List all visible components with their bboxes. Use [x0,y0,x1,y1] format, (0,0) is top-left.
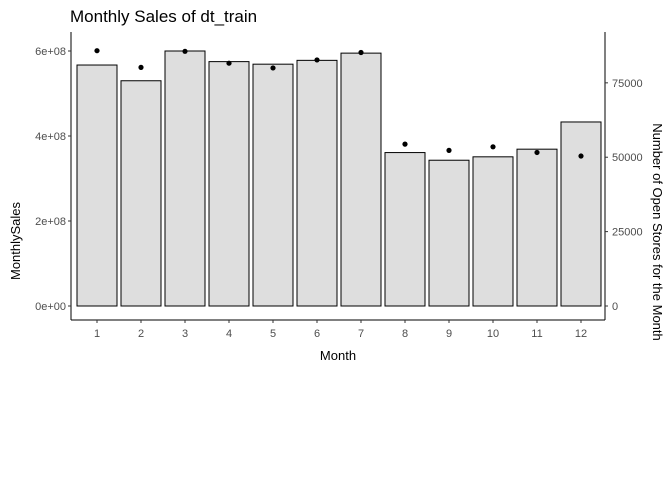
point-month-9 [446,147,452,153]
x-tick-label: 11 [531,328,542,340]
bar-month-12 [560,121,602,307]
point-month-5 [270,65,276,71]
x-tick-label: 3 [182,328,188,340]
y2-tick-label: 25000 [612,227,643,239]
x-tick-label: 4 [226,328,232,340]
bar-month-4 [208,61,250,307]
y-tick-label: 0e+00 [35,301,66,313]
bar-month-2 [120,80,162,307]
x-axis-ticks: 1 2 3 4 5 6 7 8 9 10 11 12 [94,320,587,340]
chart-title: Monthly Sales of dt_train [70,7,257,26]
bar-month-10 [472,156,514,307]
x-tick-label: 1 [94,328,100,340]
points-layer [94,48,584,159]
y2-tick-label: 0 [612,301,618,313]
x-tick-label: 12 [575,328,587,340]
x-tick-label: 8 [402,328,408,340]
bar-month-5 [252,63,294,307]
x-tick-label: 5 [270,328,276,340]
point-month-11 [534,149,540,156]
x-axis-title: Month [320,348,356,363]
point-month-8 [402,141,408,147]
bar-month-9 [428,159,470,307]
bar-month-6 [296,59,338,307]
x-tick-label: 7 [358,328,364,340]
point-month-3 [182,48,188,54]
point-month-10 [490,144,496,150]
bar-month-8 [384,152,426,307]
bars-layer [76,50,602,307]
y-axis-ticks: 0e+00 2e+08 4e+08 6e+08 [35,46,71,313]
x-tick-label: 2 [138,328,144,340]
point-month-2 [138,64,144,70]
point-month-6 [314,57,320,63]
bar-month-11 [516,148,558,307]
bar-month-7 [340,52,382,307]
x-tick-label: 9 [446,328,452,340]
point-month-12 [578,153,584,159]
bar-month-1 [76,64,118,307]
y-tick-label: 4e+08 [35,131,66,143]
point-month-7 [358,49,364,56]
x-tick-label: 10 [487,328,499,340]
point-month-1 [94,48,100,54]
x-tick-label: 6 [314,328,320,340]
y-axis-title: MonthlySales [8,201,23,280]
y2-tick-label: 75000 [612,78,643,90]
bar-month-3 [164,50,206,307]
y2-tick-label: 50000 [612,152,643,164]
y-tick-label: 6e+08 [35,46,66,58]
y2-axis-ticks: 0 25000 50000 75000 [605,78,643,313]
y2-axis-title: Number of Open Stores for the Month [650,123,665,341]
y-tick-label: 2e+08 [35,216,66,228]
point-month-4 [226,60,232,66]
